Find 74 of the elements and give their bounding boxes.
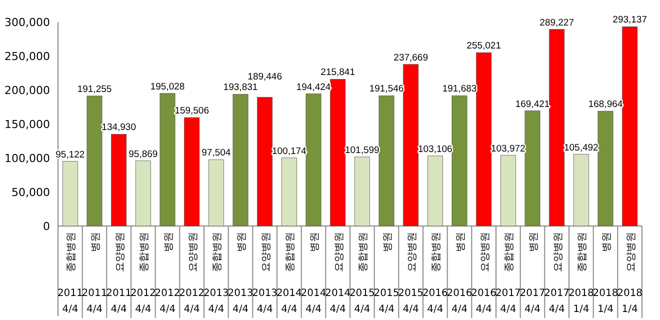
bar <box>549 29 565 226</box>
data-label: 289,227 <box>540 17 574 28</box>
category-label: 병원 2014 4/4 <box>300 232 326 315</box>
y-tick-label: 50,000 <box>12 186 50 199</box>
data-label: 159,506 <box>174 106 210 117</box>
data-label: 103,972 <box>490 143 526 154</box>
category-label: 요양병원 2018 1/4 <box>617 232 643 315</box>
category-label: 요양병원 2013 4/4 <box>252 232 278 315</box>
category-label: 병원 2015 4/4 <box>374 232 400 315</box>
data-label: 237,669 <box>394 52 428 64</box>
category-label: 병원 2018 1/4 <box>592 232 618 315</box>
y-tick-label: 100,000 <box>4 152 50 165</box>
bar <box>622 26 638 226</box>
category-label: 종합병원 2015 4/4 <box>349 232 375 315</box>
bar <box>232 94 248 226</box>
category-label: 요양병원 2014 4/4 <box>325 232 351 315</box>
bar <box>160 93 176 226</box>
y-tick-label: 150,000 <box>4 118 50 131</box>
data-label: 97,504 <box>202 148 231 159</box>
category-label: 종합병원 2013 4/4 <box>203 232 229 315</box>
y-tick-label: 300,000 <box>4 16 50 29</box>
category-label: 병원 2012 4/4 <box>154 232 180 315</box>
category-label: 병원 2011 4/4 <box>82 232 108 315</box>
y-tick-label: 250,000 <box>4 50 50 63</box>
category-label: 요양병원 2015 4/4 <box>398 232 424 315</box>
bar <box>184 117 200 226</box>
data-label: 195,028 <box>150 81 185 92</box>
category-label: 요양병원 2011 4/4 <box>106 232 132 315</box>
bar <box>598 110 614 226</box>
bar <box>135 160 151 226</box>
category-label: 요양병원 2017 4/4 <box>544 232 570 315</box>
category-label: 병원 2013 4/4 <box>228 232 254 315</box>
bar <box>208 159 224 226</box>
data-label: 215,841 <box>320 67 356 78</box>
category-label: 종합병원 2014 4/4 <box>276 232 302 315</box>
data-label: 255,021 <box>466 40 502 52</box>
data-label: 95,122 <box>56 149 85 160</box>
category-label: 종합병원 2011 4/4 <box>57 232 83 315</box>
category-label: 종합병원 2017 4/4 <box>495 232 521 315</box>
bar <box>403 64 419 226</box>
bar <box>86 96 102 226</box>
data-label: 191,255 <box>77 84 112 95</box>
category-label: 종합병원 2018 1/4 <box>568 232 594 315</box>
category-label: 병원 2016 4/4 <box>446 232 472 315</box>
category-label: 요양병원 2012 4/4 <box>179 232 205 315</box>
data-label: 95,869 <box>128 148 158 160</box>
bar <box>354 156 370 226</box>
bar <box>306 94 322 226</box>
bar <box>573 154 589 226</box>
bar <box>330 79 346 226</box>
data-label: 105,492 <box>564 142 598 154</box>
bar <box>524 110 540 226</box>
bar <box>281 158 297 226</box>
bar <box>111 134 127 226</box>
bar <box>257 96 273 226</box>
y-tick-label: 200,000 <box>4 84 50 97</box>
data-label: 193,831 <box>223 82 258 94</box>
category-label: 요양병원 2016 4/4 <box>471 232 497 315</box>
y-tick-label: 0 <box>43 220 50 233</box>
data-label: 103,106 <box>418 144 452 155</box>
bar <box>500 155 516 226</box>
bar <box>378 96 394 226</box>
bar <box>427 156 443 226</box>
bar <box>62 161 78 226</box>
data-label: 293,137 <box>612 14 648 26</box>
data-label: 100,174 <box>272 146 306 157</box>
data-label: 101,599 <box>344 144 380 156</box>
bar <box>476 52 492 226</box>
category-label: 종합병원 2012 4/4 <box>130 232 156 315</box>
bar <box>452 95 468 226</box>
category-label: 종합병원 2016 4/4 <box>422 232 448 315</box>
category-label: 병원 2017 4/4 <box>520 232 546 315</box>
data-label: 134,930 <box>102 122 136 134</box>
data-label: 189,446 <box>248 72 282 83</box>
